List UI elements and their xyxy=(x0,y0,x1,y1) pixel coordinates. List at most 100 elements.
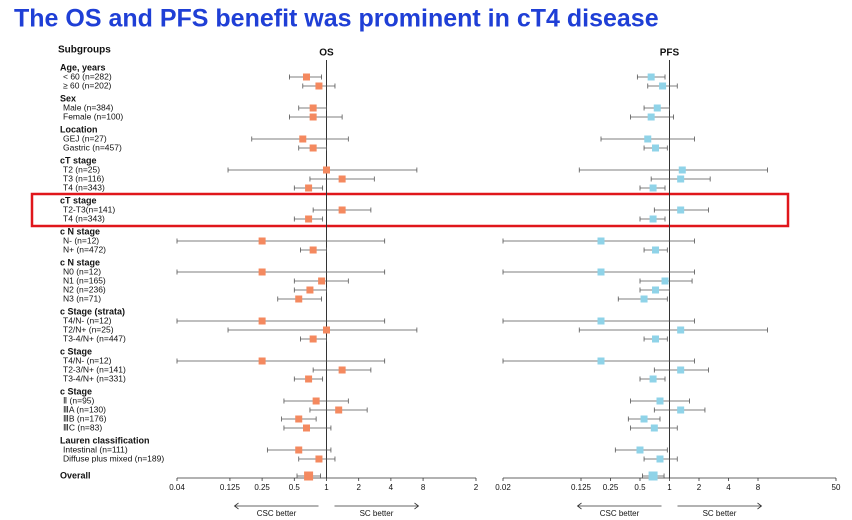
estimate-box xyxy=(299,135,307,143)
row-label: GEJ (n=27) xyxy=(63,133,107,143)
group-title: c N stage xyxy=(60,257,100,267)
row-label: N1 (n=165) xyxy=(63,275,106,285)
x-tick-label: 8 xyxy=(756,483,761,492)
x-tick-label: 2 xyxy=(697,483,702,492)
estimate-box xyxy=(295,415,303,423)
row-label: N+ (n=472) xyxy=(63,244,106,254)
estimate-box xyxy=(338,175,346,183)
estimate-box xyxy=(302,73,310,81)
row-label: T2 (n=25) xyxy=(63,164,100,174)
arrow-left xyxy=(576,502,662,510)
estimate-box xyxy=(597,317,605,325)
x-tick-label: 50 xyxy=(832,483,841,492)
row-label: N3 (n=71) xyxy=(63,293,101,303)
estimate-box xyxy=(306,286,314,294)
estimate-box xyxy=(597,237,605,245)
estimate-box xyxy=(652,286,660,294)
estimate-box xyxy=(650,424,658,432)
estimate-box xyxy=(597,357,605,365)
row-label: ⅢA (n=130) xyxy=(63,404,106,414)
estimate-box xyxy=(338,206,346,214)
group-title: Age, years xyxy=(60,62,106,72)
estimate-box xyxy=(315,82,323,90)
estimate-box xyxy=(305,375,313,383)
note-left: CSC better xyxy=(257,509,297,518)
group-title: c N stage xyxy=(60,226,100,236)
estimate-box xyxy=(295,446,303,454)
row-label: Ⅱ (n=95) xyxy=(63,395,95,405)
row-label: Diffuse plus mixed (n=189) xyxy=(63,453,164,463)
note-right: SC better xyxy=(703,509,737,518)
estimate-box xyxy=(309,246,317,254)
panel-title: PFS xyxy=(660,48,680,59)
arrow-right xyxy=(677,502,763,510)
estimate-box xyxy=(258,357,266,365)
group-title: cT stage xyxy=(60,195,97,205)
group-title: c Stage xyxy=(60,386,92,396)
group-title: c Stage (strata) xyxy=(60,306,125,316)
estimate-box xyxy=(305,215,313,223)
x-tick-label: 0.125 xyxy=(571,483,592,492)
estimate-box xyxy=(258,237,266,245)
row-label: T3-4/N+ (n=331) xyxy=(63,373,126,383)
estimate-box xyxy=(649,215,657,223)
estimate-box xyxy=(636,446,644,454)
estimate-box xyxy=(661,277,669,285)
estimate-box xyxy=(309,335,317,343)
estimate-box xyxy=(656,397,664,405)
row-label: Female (n=100) xyxy=(63,111,123,121)
group-title: Location xyxy=(60,124,98,134)
estimate-box xyxy=(677,366,685,374)
row-label: Intestinal (n=111) xyxy=(63,444,128,454)
estimate-box xyxy=(677,406,685,414)
highlight-box xyxy=(30,192,790,228)
x-tick-label: 1 xyxy=(324,483,329,492)
arrow-left xyxy=(233,502,319,510)
row-label: T2-3/N+ (n=141) xyxy=(63,364,126,374)
estimate-box xyxy=(678,166,686,174)
row-label: T4/N- (n=12) xyxy=(63,315,112,325)
x-tick-label: 4 xyxy=(726,483,731,492)
x-tick-label: 4 xyxy=(389,483,394,492)
row-label: T4 (n=343) xyxy=(63,182,105,192)
note-left: CSC better xyxy=(600,509,640,518)
x-tick-label: 2 xyxy=(474,483,479,492)
estimate-box xyxy=(312,397,320,405)
estimate-box xyxy=(309,113,317,121)
estimate-box xyxy=(677,175,685,183)
overall-label: Overall xyxy=(60,470,91,480)
estimate-box xyxy=(647,73,655,81)
row-label: T2/N+ (n=25) xyxy=(63,324,114,334)
x-tick-label: 0.25 xyxy=(254,483,270,492)
estimate-box xyxy=(640,295,648,303)
x-tick-label: 0.04 xyxy=(169,483,185,492)
estimate-box xyxy=(302,424,310,432)
estimate-box xyxy=(258,268,266,276)
estimate-box xyxy=(315,455,323,463)
row-label: T3 (n=116) xyxy=(63,173,104,183)
group-title: c Stage xyxy=(60,346,92,356)
x-tick-label: 0.5 xyxy=(289,483,301,492)
estimate-box xyxy=(644,135,652,143)
estimate-box xyxy=(640,415,648,423)
x-tick-label: 0.02 xyxy=(495,483,511,492)
estimate-box xyxy=(648,471,658,481)
x-tick-label: 0.125 xyxy=(220,483,241,492)
estimate-box xyxy=(652,246,660,254)
column-header: Subgroups xyxy=(58,45,111,56)
row-label: N0 (n=12) xyxy=(63,266,101,276)
estimate-box xyxy=(295,295,303,303)
estimate-box xyxy=(338,366,346,374)
row-label: N2 (n=236) xyxy=(63,284,106,294)
row-label: Gastric (n=457) xyxy=(63,142,122,152)
estimate-box xyxy=(659,82,667,90)
group-title: Lauren classification xyxy=(60,435,150,445)
estimate-box xyxy=(656,455,664,463)
slide-title: The OS and PFS benefit was prominent in … xyxy=(14,5,659,33)
estimate-box xyxy=(677,326,685,334)
row-label: N- (n=12) xyxy=(63,235,99,245)
x-tick-label: 0.25 xyxy=(603,483,619,492)
x-tick-label: 8 xyxy=(421,483,426,492)
estimate-box xyxy=(677,206,685,214)
estimate-box xyxy=(304,471,314,481)
